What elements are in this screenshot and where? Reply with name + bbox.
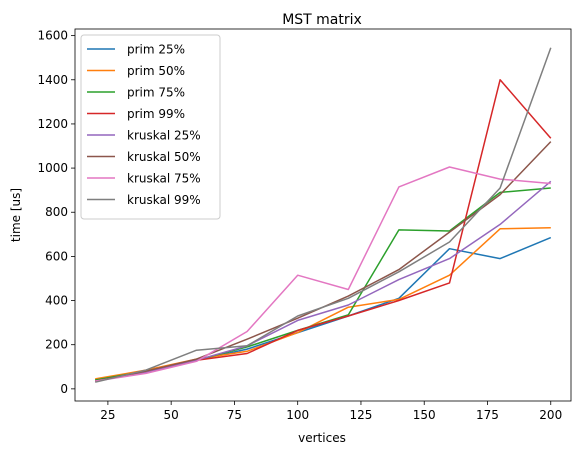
legend-entry: prim 25% xyxy=(127,43,185,57)
x-axis-ticks: 25 50 75 100 125 150 175 200 xyxy=(100,401,562,422)
legend-entry: prim 75% xyxy=(127,86,185,100)
x-tick-label: 200 xyxy=(539,408,562,422)
y-tick-label: 0 xyxy=(60,382,68,396)
y-tick-label: 800 xyxy=(45,205,68,219)
series-line-kruskal-75 xyxy=(95,166,551,382)
series-line-prim-25 xyxy=(95,236,552,381)
y-tick-label: 1000 xyxy=(37,161,68,175)
y-tick-label: 400 xyxy=(45,294,68,308)
series-lines xyxy=(95,47,552,383)
legend-entry: kruskal 99% xyxy=(127,193,201,207)
x-tick-label: 125 xyxy=(350,408,373,422)
plot-frame xyxy=(74,28,572,402)
x-tick-label: 75 xyxy=(227,408,242,422)
legend-box xyxy=(80,34,221,220)
x-tick-label: 25 xyxy=(100,408,115,422)
x-axis-label: vertices xyxy=(298,431,346,445)
y-tick-label: 1600 xyxy=(37,29,68,43)
y-axis-ticks: 0 200 400 600 800 1000 1200 1400 1600 xyxy=(37,29,75,396)
y-axis-label: time [us] xyxy=(9,188,23,242)
series-line-kruskal-99 xyxy=(95,47,552,383)
legend-entry: prim 50% xyxy=(127,64,185,78)
chart-title: MST matrix xyxy=(282,12,362,28)
x-tick-label: 175 xyxy=(476,408,499,422)
legend-entry: kruskal 25% xyxy=(127,129,201,143)
legend-entry: prim 99% xyxy=(127,107,185,121)
y-tick-label: 200 xyxy=(45,338,68,352)
series-line-kruskal-25 xyxy=(95,180,552,382)
legend-entry: kruskal 50% xyxy=(127,150,201,164)
y-tick-label: 1200 xyxy=(37,117,68,131)
x-tick-label: 100 xyxy=(286,408,309,422)
y-tick-label: 1400 xyxy=(37,73,68,87)
x-tick-label: 150 xyxy=(413,408,436,422)
legend: prim 25% prim 50% prim 75% prim 99% kruskal … xyxy=(80,34,221,220)
x-tick-label: 50 xyxy=(164,408,179,422)
legend-entry: kruskal 75% xyxy=(127,172,201,186)
series-line-prim-50 xyxy=(95,226,551,380)
y-tick-label: 600 xyxy=(45,249,68,263)
